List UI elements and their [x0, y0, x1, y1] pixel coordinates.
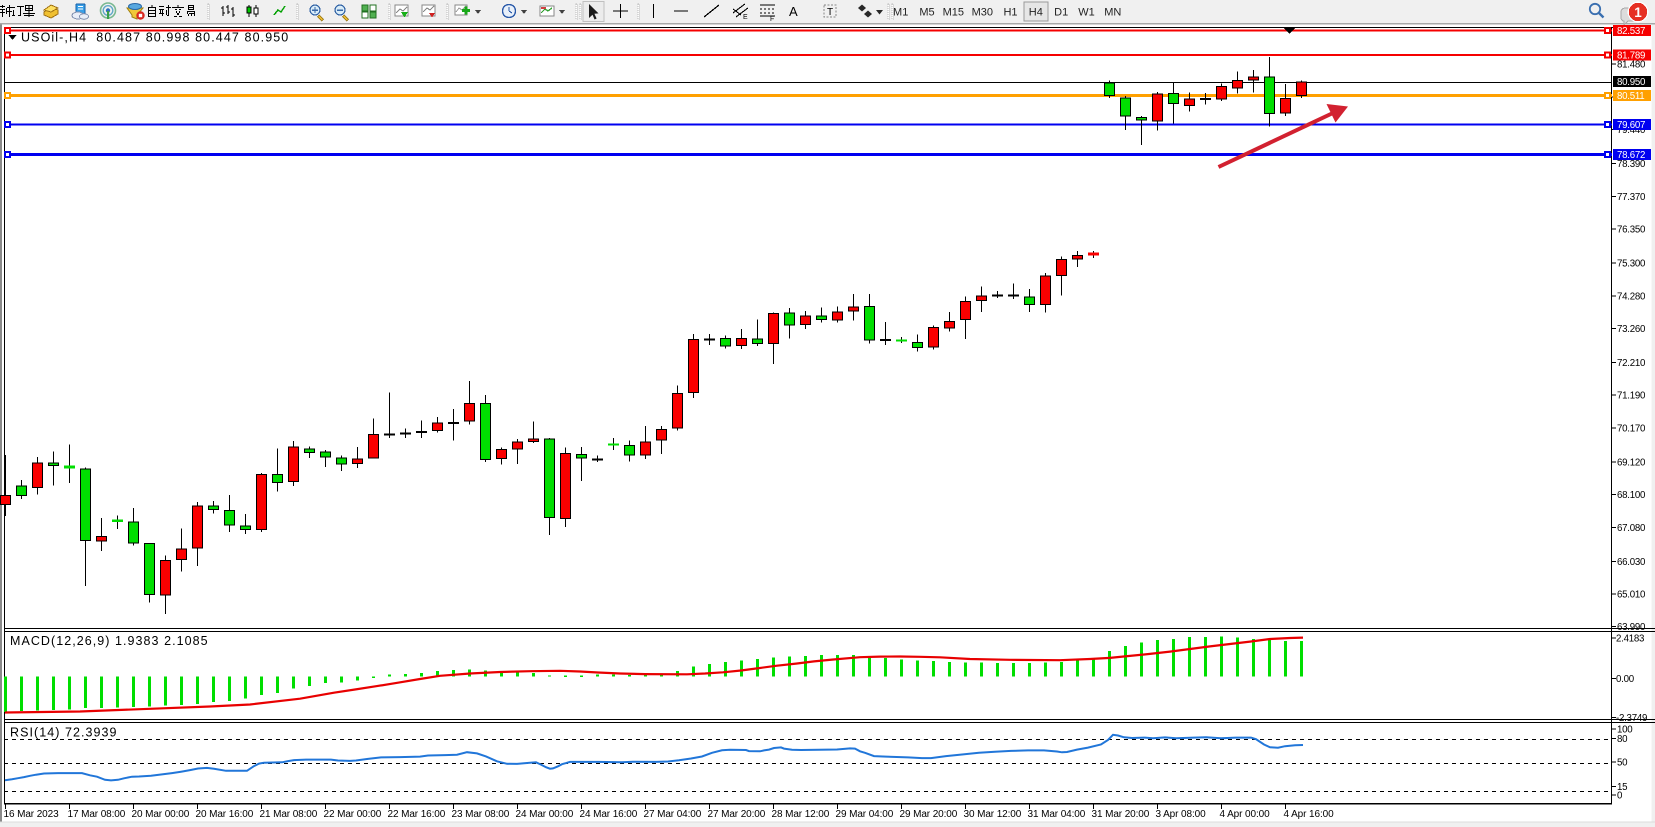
svg-text:4 Apr 16:00: 4 Apr 16:00 — [1284, 809, 1335, 820]
svg-text:H4: H4 — [1029, 7, 1043, 19]
svg-text:24 Mar 16:00: 24 Mar 16:00 — [580, 809, 638, 820]
svg-text:24 Mar 00:00: 24 Mar 00:00 — [516, 809, 574, 820]
svg-text:31 Mar 20:00: 31 Mar 20:00 — [1092, 809, 1150, 820]
svg-text:80: 80 — [1617, 734, 1628, 745]
svg-text:3 Apr 08:00: 3 Apr 08:00 — [1156, 809, 1207, 820]
svg-text:70.170: 70.170 — [1617, 424, 1646, 435]
svg-text:F: F — [770, 16, 774, 23]
svg-text:75.300: 75.300 — [1617, 259, 1646, 270]
svg-text:31 Mar 04:00: 31 Mar 04:00 — [1028, 809, 1086, 820]
svg-text:23 Mar 08:00: 23 Mar 08:00 — [452, 809, 510, 820]
svg-text:M5: M5 — [919, 7, 934, 19]
svg-text:29 Mar 20:00: 29 Mar 20:00 — [900, 809, 958, 820]
svg-text:D1: D1 — [1054, 7, 1068, 19]
svg-text:80.950: 80.950 — [1617, 77, 1646, 88]
svg-text:M30: M30 — [972, 7, 993, 19]
svg-text:82.537: 82.537 — [1617, 26, 1645, 37]
svg-text:67.080: 67.080 — [1617, 523, 1646, 534]
svg-text:27 Mar 20:00: 27 Mar 20:00 — [708, 809, 766, 820]
svg-text:78.390: 78.390 — [1617, 159, 1646, 170]
svg-text:28 Mar 12:00: 28 Mar 12:00 — [772, 809, 830, 820]
svg-text:RSI(14) 72.3939: RSI(14) 72.3939 — [10, 726, 117, 740]
svg-text:MN: MN — [1104, 7, 1121, 19]
svg-text:100: 100 — [1617, 725, 1633, 736]
svg-text:80.511: 80.511 — [1617, 91, 1644, 102]
svg-text:72.210: 72.210 — [1617, 358, 1646, 369]
svg-text:79.607: 79.607 — [1617, 120, 1645, 131]
svg-text:50: 50 — [1617, 758, 1628, 769]
svg-text:20 Mar 00:00: 20 Mar 00:00 — [132, 809, 190, 820]
svg-text:15: 15 — [1617, 782, 1627, 793]
svg-text:66.030: 66.030 — [1617, 557, 1646, 568]
svg-text:29 Mar 04:00: 29 Mar 04:00 — [836, 809, 894, 820]
svg-text:81.480: 81.480 — [1617, 60, 1646, 71]
svg-text:73.260: 73.260 — [1617, 324, 1646, 335]
svg-text:1: 1 — [1634, 5, 1642, 20]
svg-text:2.4183: 2.4183 — [1616, 634, 1644, 645]
svg-text:68.100: 68.100 — [1617, 490, 1646, 501]
svg-text:79.440: 79.440 — [1617, 125, 1646, 136]
svg-text:69.120: 69.120 — [1617, 458, 1646, 469]
svg-text:65.010: 65.010 — [1617, 590, 1646, 601]
svg-text:W1: W1 — [1078, 7, 1095, 19]
svg-text:E: E — [743, 14, 748, 21]
svg-text:27 Mar 04:00: 27 Mar 04:00 — [644, 809, 702, 820]
svg-text:USOil-,H4 80.487 80.998 80.44: USOil-,H4 80.487 80.998 80.447 80.950 — [21, 31, 289, 45]
svg-text:4 Apr 00:00: 4 Apr 00:00 — [1220, 809, 1271, 820]
svg-text:17 Mar 08:00: 17 Mar 08:00 — [68, 809, 126, 820]
svg-text:20 Mar 16:00: 20 Mar 16:00 — [196, 809, 254, 820]
svg-text:T: T — [827, 7, 833, 18]
svg-text:-2.3749: -2.3749 — [1616, 713, 1647, 724]
svg-text:22 Mar 00:00: 22 Mar 00:00 — [324, 809, 382, 820]
svg-text:21 Mar 08:00: 21 Mar 08:00 — [260, 809, 318, 820]
svg-text:78.672: 78.672 — [1617, 150, 1645, 161]
svg-text:81.789: 81.789 — [1617, 51, 1645, 62]
svg-text:71.190: 71.190 — [1617, 391, 1646, 402]
svg-text:77.370: 77.370 — [1617, 192, 1646, 203]
svg-text:30 Mar 12:00: 30 Mar 12:00 — [964, 809, 1022, 820]
svg-text:0: 0 — [1617, 791, 1623, 802]
svg-text:74.280: 74.280 — [1617, 292, 1646, 303]
svg-text:63.990: 63.990 — [1617, 622, 1646, 633]
svg-text:76.350: 76.350 — [1617, 225, 1646, 236]
svg-text:H1: H1 — [1003, 7, 1017, 19]
svg-text:16 Mar 2023: 16 Mar 2023 — [4, 809, 60, 820]
svg-text:0.00: 0.00 — [1616, 674, 1635, 685]
svg-text:MACD(12,26,9) 1.9383 2.1085: MACD(12,26,9) 1.9383 2.1085 — [10, 634, 209, 648]
svg-text:22 Mar 16:00: 22 Mar 16:00 — [388, 809, 446, 820]
svg-text:M15: M15 — [943, 7, 964, 19]
svg-text:M1: M1 — [893, 7, 908, 19]
svg-text:A: A — [789, 4, 798, 19]
